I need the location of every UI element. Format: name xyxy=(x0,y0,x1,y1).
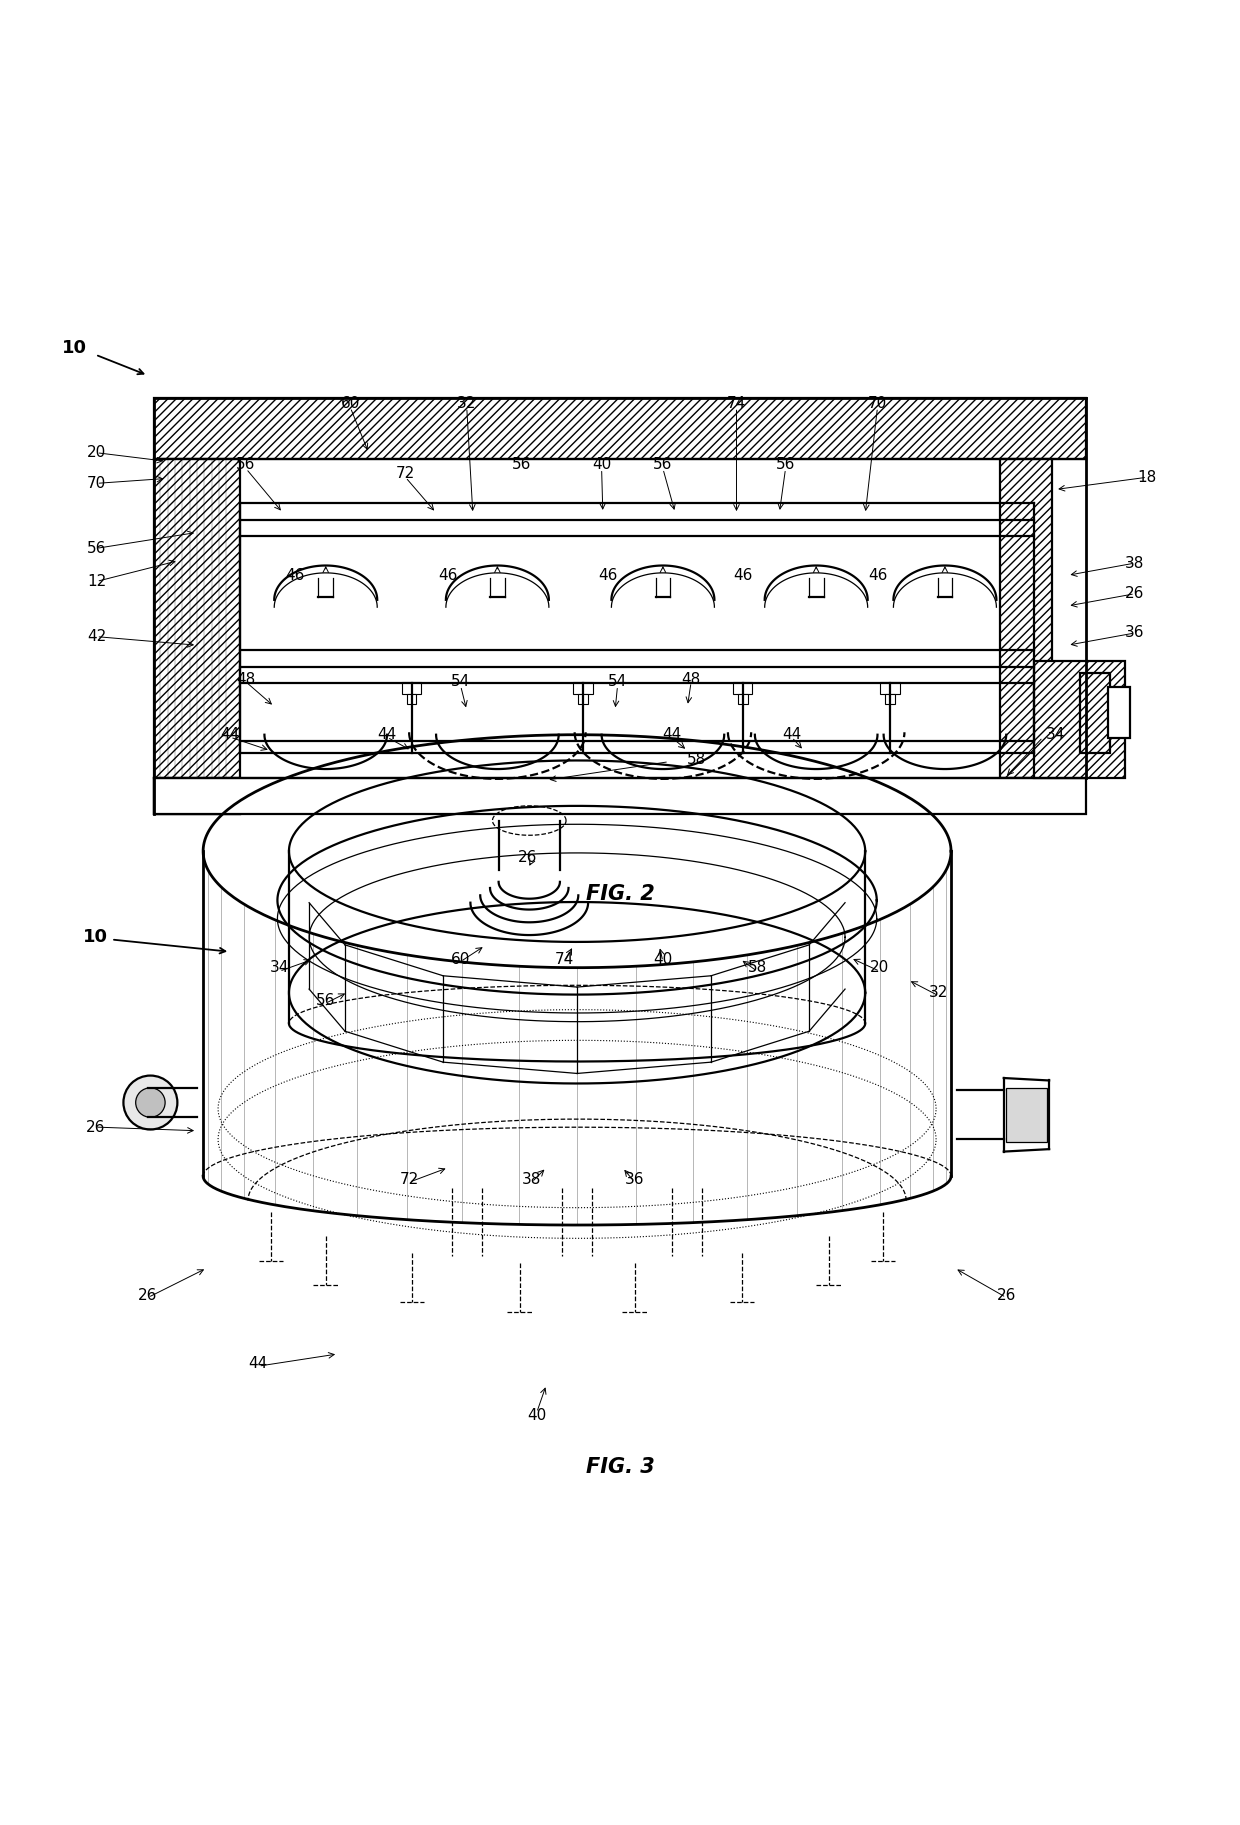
Bar xyxy=(885,694,894,704)
Text: 44: 44 xyxy=(662,726,681,743)
Text: 38: 38 xyxy=(1125,555,1145,571)
Text: 26: 26 xyxy=(1125,586,1145,600)
Text: 56: 56 xyxy=(237,458,255,473)
Bar xyxy=(154,777,239,814)
Bar xyxy=(1109,686,1130,739)
Circle shape xyxy=(124,1075,177,1130)
Text: 36: 36 xyxy=(625,1172,645,1188)
Text: 58: 58 xyxy=(748,960,768,975)
Bar xyxy=(573,683,593,694)
Circle shape xyxy=(135,1088,165,1117)
Text: FIG. 3: FIG. 3 xyxy=(585,1456,655,1476)
Text: 44: 44 xyxy=(782,726,801,743)
Text: 74: 74 xyxy=(556,951,574,967)
Text: 34: 34 xyxy=(269,960,289,975)
Text: 56: 56 xyxy=(316,993,336,1007)
Text: 32: 32 xyxy=(929,986,949,1000)
Text: 32: 32 xyxy=(458,396,476,411)
Text: 56: 56 xyxy=(653,458,672,473)
Text: 26: 26 xyxy=(138,1288,157,1303)
Text: 46: 46 xyxy=(733,568,753,582)
Text: 48: 48 xyxy=(682,672,701,686)
Text: 44: 44 xyxy=(377,726,397,743)
Text: 26: 26 xyxy=(86,1119,105,1135)
Text: 46: 46 xyxy=(439,568,458,582)
Text: 34: 34 xyxy=(1045,726,1065,743)
Text: 40: 40 xyxy=(591,458,611,473)
Bar xyxy=(407,694,417,704)
Text: 10: 10 xyxy=(62,339,87,358)
Text: 56: 56 xyxy=(87,540,107,557)
Bar xyxy=(402,683,422,694)
Text: 46: 46 xyxy=(285,568,305,582)
Bar xyxy=(154,398,1086,458)
Bar xyxy=(1034,661,1125,777)
Text: 44: 44 xyxy=(249,1356,268,1371)
Text: 60: 60 xyxy=(341,396,360,411)
Text: 56: 56 xyxy=(776,458,795,473)
Text: FIG. 2: FIG. 2 xyxy=(585,883,655,903)
Text: 42: 42 xyxy=(87,630,107,644)
Text: 72: 72 xyxy=(396,465,415,482)
Text: 36: 36 xyxy=(1125,626,1145,641)
Text: 20: 20 xyxy=(870,960,889,975)
Text: 48: 48 xyxy=(237,672,255,686)
Text: 20: 20 xyxy=(87,445,107,460)
Bar xyxy=(154,777,1086,814)
Text: 40: 40 xyxy=(527,1407,547,1424)
Bar xyxy=(738,694,748,704)
Text: 10: 10 xyxy=(83,929,108,945)
Text: 46: 46 xyxy=(868,568,887,582)
Bar xyxy=(578,694,588,704)
Text: 70: 70 xyxy=(87,476,107,491)
Text: 40: 40 xyxy=(653,951,672,967)
Bar xyxy=(154,458,239,814)
Text: 44: 44 xyxy=(221,726,239,743)
Bar xyxy=(1080,673,1111,754)
Text: 38: 38 xyxy=(522,1172,542,1188)
Text: 60: 60 xyxy=(451,951,470,967)
Text: 70: 70 xyxy=(868,396,887,411)
Bar xyxy=(1001,458,1052,777)
Text: 26: 26 xyxy=(518,850,538,865)
Text: 54: 54 xyxy=(608,675,627,690)
Text: 12: 12 xyxy=(87,573,107,589)
Text: 56: 56 xyxy=(512,458,532,473)
Text: 58: 58 xyxy=(687,752,706,766)
Text: 72: 72 xyxy=(399,1172,419,1188)
Text: 26: 26 xyxy=(997,1288,1016,1303)
Text: 46: 46 xyxy=(598,568,618,582)
Bar xyxy=(880,683,899,694)
Bar xyxy=(733,683,753,694)
Bar xyxy=(1006,1088,1047,1142)
Text: 54: 54 xyxy=(451,675,470,690)
Text: 18: 18 xyxy=(1137,469,1157,485)
Text: 74: 74 xyxy=(727,396,746,411)
